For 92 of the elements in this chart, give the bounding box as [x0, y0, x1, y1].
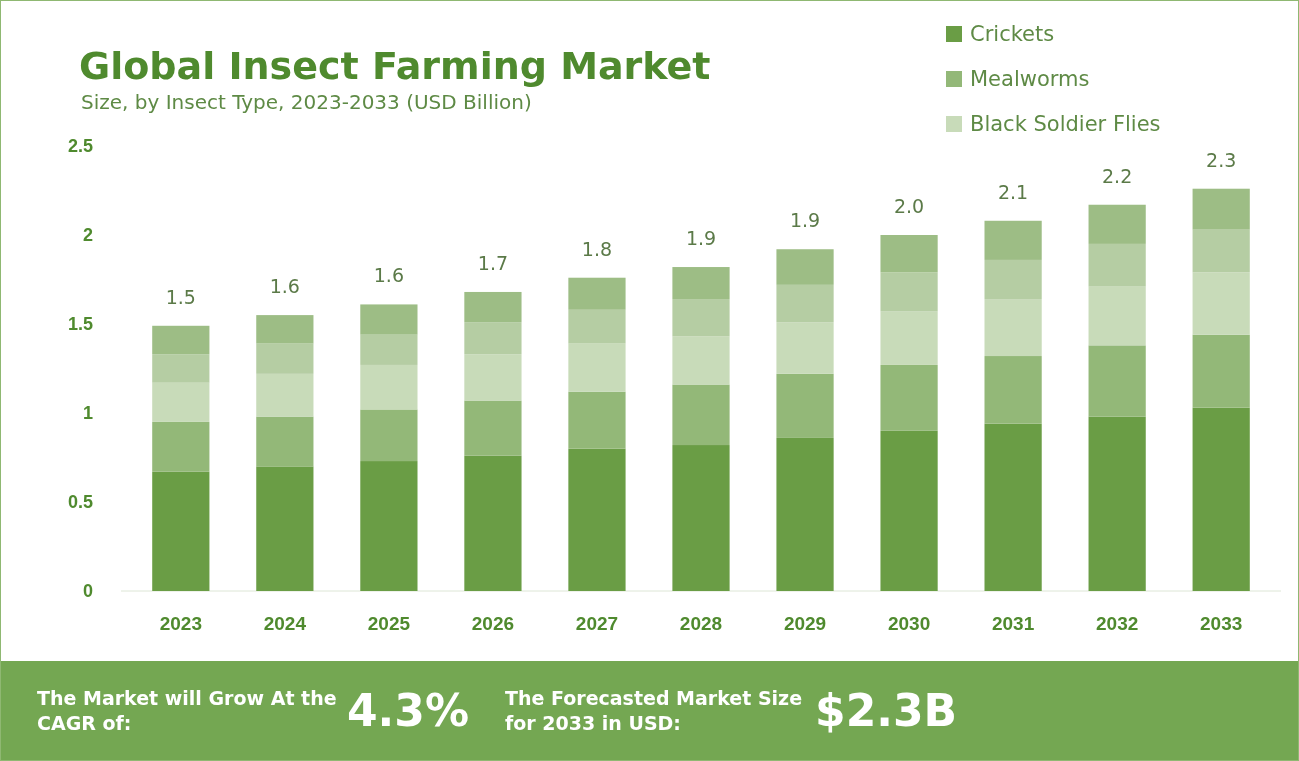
bar — [1088, 243, 1146, 287]
bar — [672, 299, 730, 337]
total-label: 1.5 — [165, 285, 196, 308]
y-tick-label: 1.5 — [67, 314, 93, 335]
x-tick-label: 2025 — [367, 613, 411, 635]
bar — [776, 249, 834, 285]
bar — [360, 461, 418, 591]
text: The Forecasted Market Size for 2033 in USD: — [505, 685, 804, 736]
bar — [672, 445, 730, 591]
text: $2.3B — [815, 685, 958, 736]
bar — [776, 437, 834, 591]
x-tick-label: 2023 — [159, 613, 202, 635]
legend-label: Crickets — [970, 22, 1055, 46]
bar — [464, 291, 522, 323]
x-tick-label: 2029 — [783, 613, 827, 635]
chart-title: Global Insect Farming Market — [79, 44, 711, 88]
x-tick-label: 2030 — [887, 613, 931, 635]
x-tick-label: 2031 — [991, 613, 1035, 635]
bar — [672, 267, 730, 300]
total-label: 1.7 — [477, 251, 509, 274]
bar — [256, 343, 314, 374]
total-label: 1.8 — [581, 237, 613, 260]
total-label: 2.1 — [998, 180, 1029, 203]
total-label: 1.9 — [789, 209, 821, 232]
total-label: 2.2 — [1102, 164, 1133, 187]
bar — [1192, 188, 1250, 230]
text: The Market will Grow At the CAGR of: — [37, 685, 337, 736]
x-tick-label: 2028 — [679, 613, 723, 635]
bar — [984, 220, 1042, 260]
bar — [360, 334, 418, 365]
bar — [776, 373, 834, 438]
bar — [464, 455, 522, 591]
legend-label: Black Soldier Flies — [970, 112, 1161, 136]
bar — [880, 430, 938, 591]
bar — [464, 354, 522, 401]
bar — [984, 259, 1042, 300]
x-tick-label: 2032 — [1096, 613, 1139, 635]
bar — [776, 322, 834, 374]
bar — [360, 409, 418, 462]
bar — [464, 322, 522, 355]
x-tick-label: 2027 — [575, 613, 619, 635]
bar — [672, 384, 730, 446]
y-tick-label: 2 — [82, 225, 93, 246]
bar — [880, 235, 938, 273]
bar — [152, 325, 210, 355]
total-label: 1.6 — [373, 264, 404, 287]
bar — [568, 277, 626, 310]
y-tick-label: 2.5 — [67, 136, 93, 157]
bar — [568, 343, 626, 392]
bar — [1192, 272, 1250, 335]
bar — [984, 299, 1042, 357]
bar — [984, 356, 1042, 424]
total-label: 1.9 — [685, 227, 717, 250]
bar — [880, 311, 938, 365]
bar — [360, 364, 418, 410]
bar — [1192, 334, 1250, 408]
bar — [1088, 345, 1146, 417]
bar — [880, 364, 938, 431]
bar — [152, 382, 210, 422]
bar — [568, 448, 626, 591]
bar — [360, 304, 418, 335]
x-tick-label: 2033 — [1200, 613, 1243, 635]
bar — [1088, 204, 1146, 244]
total-label: 1.6 — [269, 275, 300, 298]
y-tick-label: 0 — [82, 581, 93, 602]
bar — [152, 471, 210, 591]
bar — [672, 336, 730, 385]
bar — [256, 466, 314, 591]
text: 4.3% — [347, 685, 470, 736]
bar — [256, 416, 314, 467]
bar — [256, 315, 314, 344]
y-tick-label: 0.5 — [67, 492, 93, 513]
bar — [464, 400, 522, 456]
bar — [568, 391, 626, 449]
bar — [880, 272, 938, 312]
bar — [776, 284, 834, 323]
bar — [1192, 229, 1250, 273]
total-label: 2.3 — [1206, 148, 1237, 171]
x-tick-label: 2024 — [263, 613, 307, 635]
bar — [984, 423, 1042, 591]
bar — [568, 309, 626, 344]
bar — [152, 421, 210, 472]
bar — [1088, 416, 1146, 591]
y-tick-label: 1 — [82, 403, 93, 424]
bar — [152, 354, 210, 383]
bar — [1088, 286, 1146, 346]
legend-label: Mealworms — [970, 67, 1090, 91]
x-tick-label: 2026 — [471, 613, 515, 635]
bar — [1192, 407, 1250, 591]
chart-subtitle: Size, by Insect Type, 2023-2033 (USD Billion) — [81, 90, 532, 114]
bar — [256, 373, 314, 417]
total-label: 2.0 — [893, 195, 925, 217]
